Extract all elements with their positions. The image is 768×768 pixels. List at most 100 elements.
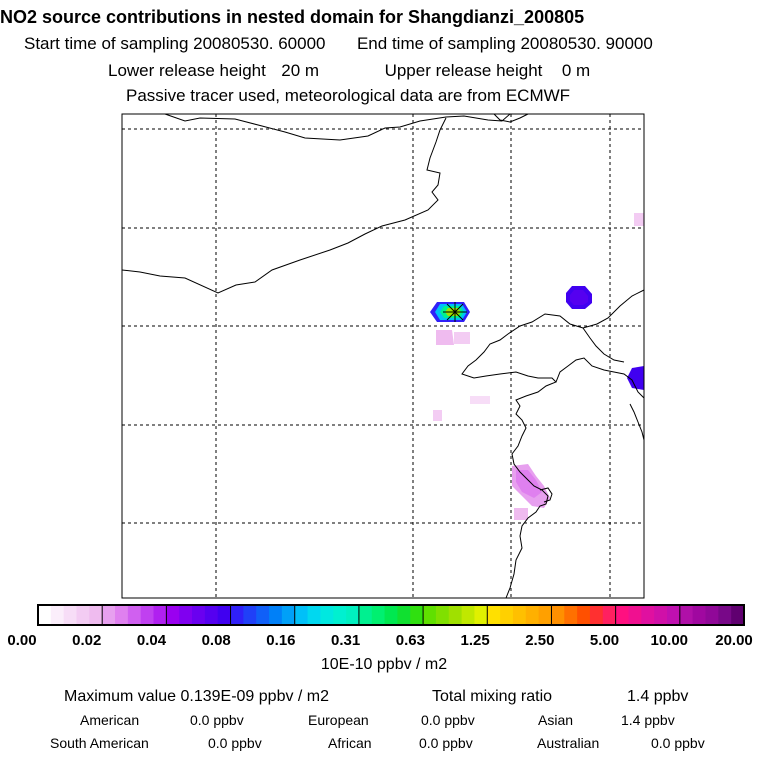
start-time-label: Start time of sampling bbox=[24, 34, 189, 53]
region-value: 0.0 ppbv bbox=[421, 712, 475, 728]
colorbar-cell bbox=[525, 605, 540, 625]
colorbar-cell bbox=[166, 605, 180, 625]
colorbar-cell bbox=[63, 605, 78, 625]
colorbar-cell bbox=[474, 605, 488, 625]
colorbar-cell bbox=[320, 605, 334, 625]
colorbar-cell bbox=[179, 605, 193, 625]
colorbar bbox=[37, 604, 745, 626]
region-value: 1.4 ppbv bbox=[621, 712, 675, 728]
region-name: African bbox=[328, 735, 372, 751]
coastline-path bbox=[555, 357, 645, 399]
concentration-patch bbox=[433, 410, 442, 421]
coastline-path bbox=[164, 113, 511, 141]
colorbar-cell bbox=[140, 605, 155, 625]
region-name: Asian bbox=[538, 712, 574, 728]
colorbar-cell bbox=[358, 605, 373, 625]
colorbar-cell bbox=[333, 605, 347, 625]
concentration-patch bbox=[516, 470, 542, 498]
release-site-marker bbox=[443, 302, 467, 322]
concentration-patch bbox=[627, 366, 644, 390]
colorbar-cell bbox=[307, 605, 321, 625]
colorbar-cell bbox=[230, 605, 244, 625]
colorbar-tick-label: 5.00 bbox=[589, 632, 620, 649]
colorbar-cell bbox=[204, 605, 219, 625]
colorbar-cell bbox=[294, 605, 309, 625]
colorbar-cell bbox=[731, 605, 745, 625]
plot-title: NO2 source contributions in nested domai… bbox=[0, 7, 585, 27]
colorbar-tick-label: 0.00 bbox=[7, 632, 37, 649]
release-heights: Lower release height 20 m Upper release … bbox=[108, 61, 590, 81]
lower-height-label: Lower release height bbox=[108, 61, 266, 80]
map-panel bbox=[121, 113, 645, 599]
colorbar-cell bbox=[127, 605, 142, 625]
colorbar-cell bbox=[679, 605, 694, 625]
map-background bbox=[122, 114, 644, 598]
max-value-row: Maximum value 0.139E-09 ppbv / m2 bbox=[64, 688, 329, 706]
concentration-patch bbox=[436, 330, 454, 345]
colorbar-cell bbox=[589, 605, 604, 625]
colorbar-cell bbox=[217, 605, 232, 625]
colorbar-cell bbox=[500, 605, 514, 625]
colorbar-cell bbox=[615, 605, 629, 625]
total-mixing-value: 1.4 ppbv bbox=[627, 688, 689, 705]
colorbar-cell bbox=[256, 605, 270, 625]
total-mixing-label: Total mixing ratio bbox=[432, 688, 553, 705]
colorbar-tick-label: 0.16 bbox=[266, 632, 296, 649]
colorbar-cell bbox=[461, 605, 475, 625]
colorbar-cell bbox=[692, 605, 706, 625]
colorbar-cell bbox=[423, 605, 437, 625]
upper-height-value: 0 m bbox=[561, 61, 591, 80]
colorbar-cell bbox=[448, 605, 463, 625]
colorbar-cell bbox=[192, 605, 206, 625]
colorbar-cell bbox=[102, 605, 116, 625]
coastline-path bbox=[629, 403, 645, 441]
colorbar-tick-label: 0.31 bbox=[331, 632, 361, 649]
start-time-value: 20080530. 60000 bbox=[193, 34, 326, 53]
colorbar-cell bbox=[564, 605, 578, 625]
colorbar-cell bbox=[410, 605, 424, 625]
colorbar-cell bbox=[243, 605, 257, 625]
sampling-times: Start time of sampling 20080530. 60000 E… bbox=[24, 34, 653, 54]
coastline-path bbox=[582, 327, 625, 363]
colorbar-cell bbox=[538, 605, 552, 625]
lower-height-value: 20 m bbox=[281, 61, 320, 80]
colorbar-tick-label: 1.25 bbox=[460, 632, 490, 649]
concentration-patch bbox=[634, 213, 644, 226]
colorbar-units: 10E-10 ppbv / m2 bbox=[320, 656, 448, 673]
colorbar-cell bbox=[577, 605, 591, 625]
colorbar-tick-label: 2.50 bbox=[525, 632, 555, 649]
end-time-label: End time of sampling bbox=[356, 34, 516, 53]
colorbar-cell bbox=[435, 605, 450, 625]
tracer-note: Passive tracer used, meteorological data… bbox=[126, 86, 571, 105]
colorbar-tick-label: 0.63 bbox=[395, 632, 425, 649]
colorbar-cell bbox=[153, 605, 167, 625]
region-value: 0.0 ppbv bbox=[208, 735, 262, 751]
colorbar-cell bbox=[641, 605, 655, 625]
coastline-path bbox=[539, 487, 553, 503]
colorbar-cell bbox=[89, 605, 103, 625]
colorbar-cell bbox=[76, 605, 90, 625]
region-value: 0.0 ppbv bbox=[190, 712, 244, 728]
concentration-patch bbox=[570, 290, 588, 305]
colorbar-cell bbox=[512, 605, 527, 625]
concentration-patch bbox=[470, 396, 490, 404]
colorbar-cell bbox=[371, 605, 386, 625]
region-value: 0.0 ppbv bbox=[419, 735, 473, 751]
colorbar-tick-label: 0.04 bbox=[136, 632, 167, 649]
colorbar-cell bbox=[346, 605, 360, 625]
map-frame bbox=[121, 113, 645, 599]
colorbar-cell bbox=[384, 605, 398, 625]
colorbar-cell bbox=[654, 605, 668, 625]
colorbar-cell bbox=[628, 605, 642, 625]
colorbar-tick-label: 0.08 bbox=[201, 632, 231, 649]
region-name: South American bbox=[50, 735, 149, 751]
lat-lon-grid bbox=[122, 114, 644, 598]
region-name: American bbox=[80, 712, 140, 728]
concentration-patch bbox=[454, 332, 470, 344]
colorbar-frame bbox=[37, 604, 745, 626]
colorbar-cell bbox=[397, 605, 411, 625]
coastline bbox=[121, 113, 645, 599]
colorbar-cell bbox=[269, 605, 283, 625]
colorbar-cell bbox=[705, 605, 719, 625]
